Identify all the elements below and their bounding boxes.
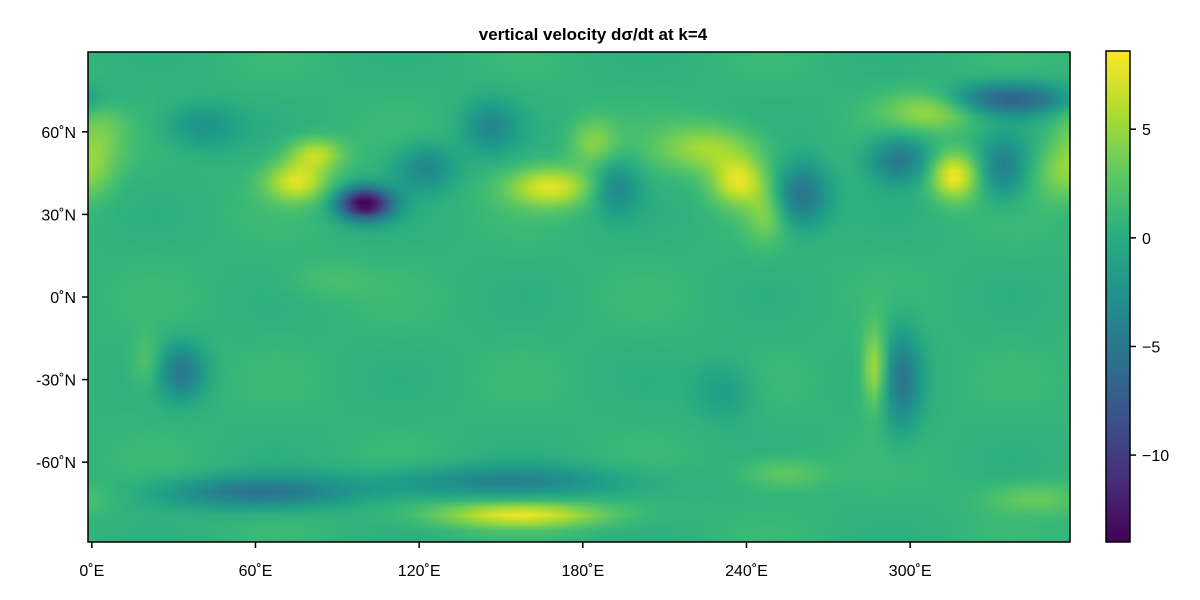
colorbar: 5 0 −5 −10 <box>1105 50 1169 543</box>
x-tick-label: 120˚E <box>398 563 441 580</box>
x-tick-label: 240˚E <box>725 563 768 580</box>
heatmap-image <box>88 52 1070 542</box>
y-tick-label: 0˚N <box>50 290 76 307</box>
colorbar-tick-label: −5 <box>1142 339 1160 356</box>
y-tick-label: -60˚N <box>36 455 76 472</box>
x-tick-label: 180˚E <box>561 563 604 580</box>
heatmap-area <box>87 51 1071 543</box>
y-axis: 60˚N 30˚N 0˚N -30˚N -60˚N <box>36 125 88 472</box>
y-tick-label: -30˚N <box>36 373 76 390</box>
colorbar-gradient <box>1105 50 1131 543</box>
y-tick-label: 60˚N <box>41 125 76 142</box>
x-axis: 0˚E 60˚E 120˚E 180˚E 240˚E 300˚E <box>79 542 932 580</box>
colorbar-ticks: 5 0 −5 −10 <box>1130 122 1169 465</box>
colorbar-tick-label: 5 <box>1142 122 1151 139</box>
x-tick-label: 60˚E <box>239 563 273 580</box>
x-tick-label: 300˚E <box>889 563 932 580</box>
colorbar-tick-label: −10 <box>1142 448 1169 465</box>
colorbar-tick-label: 0 <box>1142 231 1151 248</box>
chart-title: vertical velocity dσ/dt at k=4 <box>479 25 708 44</box>
x-tick-label: 0˚E <box>79 563 104 580</box>
y-tick-label: 30˚N <box>41 207 76 224</box>
